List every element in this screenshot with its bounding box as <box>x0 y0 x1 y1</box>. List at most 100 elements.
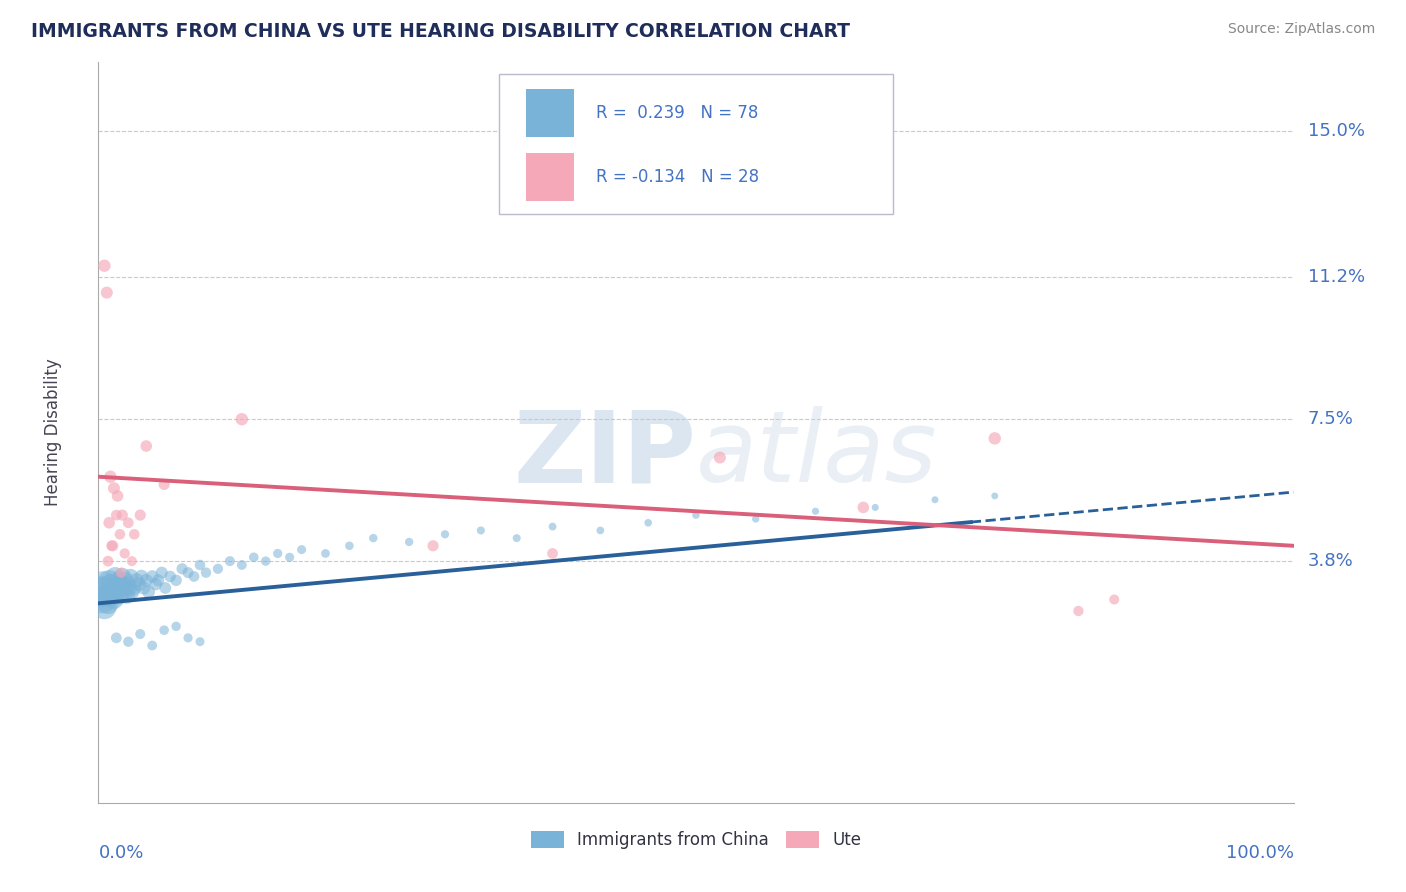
Text: IMMIGRANTS FROM CHINA VS UTE HEARING DISABILITY CORRELATION CHART: IMMIGRANTS FROM CHINA VS UTE HEARING DIS… <box>31 22 851 41</box>
FancyBboxPatch shape <box>499 73 893 214</box>
Point <box>129 627 152 641</box>
Point <box>363 531 385 545</box>
Point <box>105 508 128 522</box>
Point <box>243 550 266 565</box>
Point <box>125 574 148 588</box>
Point <box>111 569 134 583</box>
Point <box>231 558 253 572</box>
Point <box>183 569 205 583</box>
Point <box>984 489 1007 503</box>
Point <box>267 546 290 560</box>
Point <box>110 577 132 591</box>
Point <box>709 450 731 465</box>
Point <box>103 481 125 495</box>
FancyBboxPatch shape <box>526 153 574 202</box>
Point <box>117 577 139 591</box>
Point <box>135 574 157 588</box>
Point <box>148 574 170 588</box>
Point <box>207 562 229 576</box>
Point <box>129 508 152 522</box>
Point <box>315 546 337 560</box>
Text: 15.0%: 15.0% <box>1308 122 1365 140</box>
Legend: Immigrants from China, Ute: Immigrants from China, Ute <box>522 822 870 857</box>
Point <box>153 623 176 637</box>
Text: 11.2%: 11.2% <box>1308 268 1365 286</box>
Point <box>422 539 444 553</box>
Point <box>108 527 131 541</box>
Point <box>195 566 218 580</box>
Point <box>100 539 122 553</box>
Point <box>685 508 707 522</box>
Point <box>804 504 827 518</box>
Text: 0.0%: 0.0% <box>98 844 143 862</box>
Point <box>98 574 121 588</box>
Point <box>541 546 564 560</box>
Text: R =  0.239   N = 78: R = 0.239 N = 78 <box>596 103 758 122</box>
Point <box>865 500 887 515</box>
Point <box>101 584 124 599</box>
Point <box>117 516 139 530</box>
Point <box>172 562 194 576</box>
Point <box>177 631 200 645</box>
Point <box>111 508 134 522</box>
Point <box>291 542 314 557</box>
Point <box>231 412 253 426</box>
Point <box>104 569 127 583</box>
Point <box>339 539 361 553</box>
Point <box>108 589 131 603</box>
Point <box>103 592 125 607</box>
Point <box>97 554 120 568</box>
Point <box>159 569 181 583</box>
Point <box>637 516 659 530</box>
Point <box>114 546 136 560</box>
Point <box>541 519 564 533</box>
Point <box>115 589 138 603</box>
Point <box>745 512 768 526</box>
Point <box>96 589 118 603</box>
Text: 100.0%: 100.0% <box>1226 844 1294 862</box>
Point <box>128 577 150 591</box>
Point <box>124 527 146 541</box>
Point <box>96 285 118 300</box>
Point <box>98 577 122 591</box>
Point <box>177 566 200 580</box>
Point <box>105 631 128 645</box>
Point <box>145 577 167 591</box>
Text: Hearing Disability: Hearing Disability <box>44 359 62 507</box>
Point <box>165 619 187 633</box>
Text: atlas: atlas <box>696 407 938 503</box>
Point <box>132 581 155 595</box>
Point <box>131 569 153 583</box>
Point <box>1067 604 1090 618</box>
Point <box>90 584 112 599</box>
Point <box>118 581 141 595</box>
Point <box>984 431 1007 445</box>
Point <box>141 569 163 583</box>
Point <box>97 596 120 610</box>
Text: ZIP: ZIP <box>513 407 696 503</box>
Point <box>117 634 139 648</box>
Point <box>138 584 160 599</box>
Point <box>112 581 135 595</box>
Point <box>434 527 457 541</box>
Point <box>398 535 420 549</box>
Point <box>115 574 138 588</box>
Text: Source: ZipAtlas.com: Source: ZipAtlas.com <box>1227 22 1375 37</box>
Point <box>589 524 612 538</box>
Point <box>114 584 136 599</box>
Point <box>107 489 129 503</box>
Point <box>98 516 121 530</box>
Point <box>924 492 946 507</box>
Point <box>91 592 114 607</box>
Point <box>153 477 176 491</box>
Point <box>121 584 143 599</box>
Point <box>120 569 142 583</box>
FancyBboxPatch shape <box>526 88 574 136</box>
Point <box>101 539 124 553</box>
Point <box>98 469 122 483</box>
Point <box>100 589 122 603</box>
Point <box>121 554 143 568</box>
Point <box>91 577 114 591</box>
Point <box>188 558 211 572</box>
Point <box>135 439 157 453</box>
